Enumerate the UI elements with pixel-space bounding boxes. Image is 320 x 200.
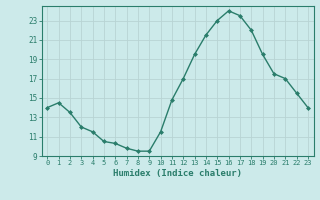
X-axis label: Humidex (Indice chaleur): Humidex (Indice chaleur) [113, 169, 242, 178]
